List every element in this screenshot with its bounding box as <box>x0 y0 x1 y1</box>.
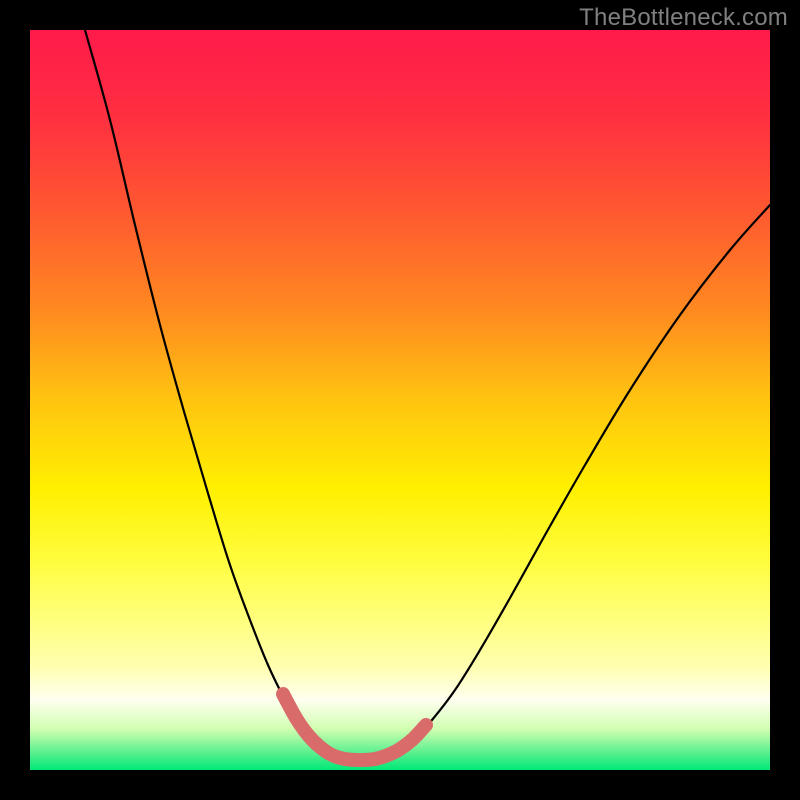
chart-background-gradient <box>30 30 770 770</box>
chart-stage: TheBottleneck.com <box>0 0 800 800</box>
watermark-text: TheBottleneck.com <box>579 4 788 32</box>
bottleneck-curve-chart <box>0 0 800 800</box>
